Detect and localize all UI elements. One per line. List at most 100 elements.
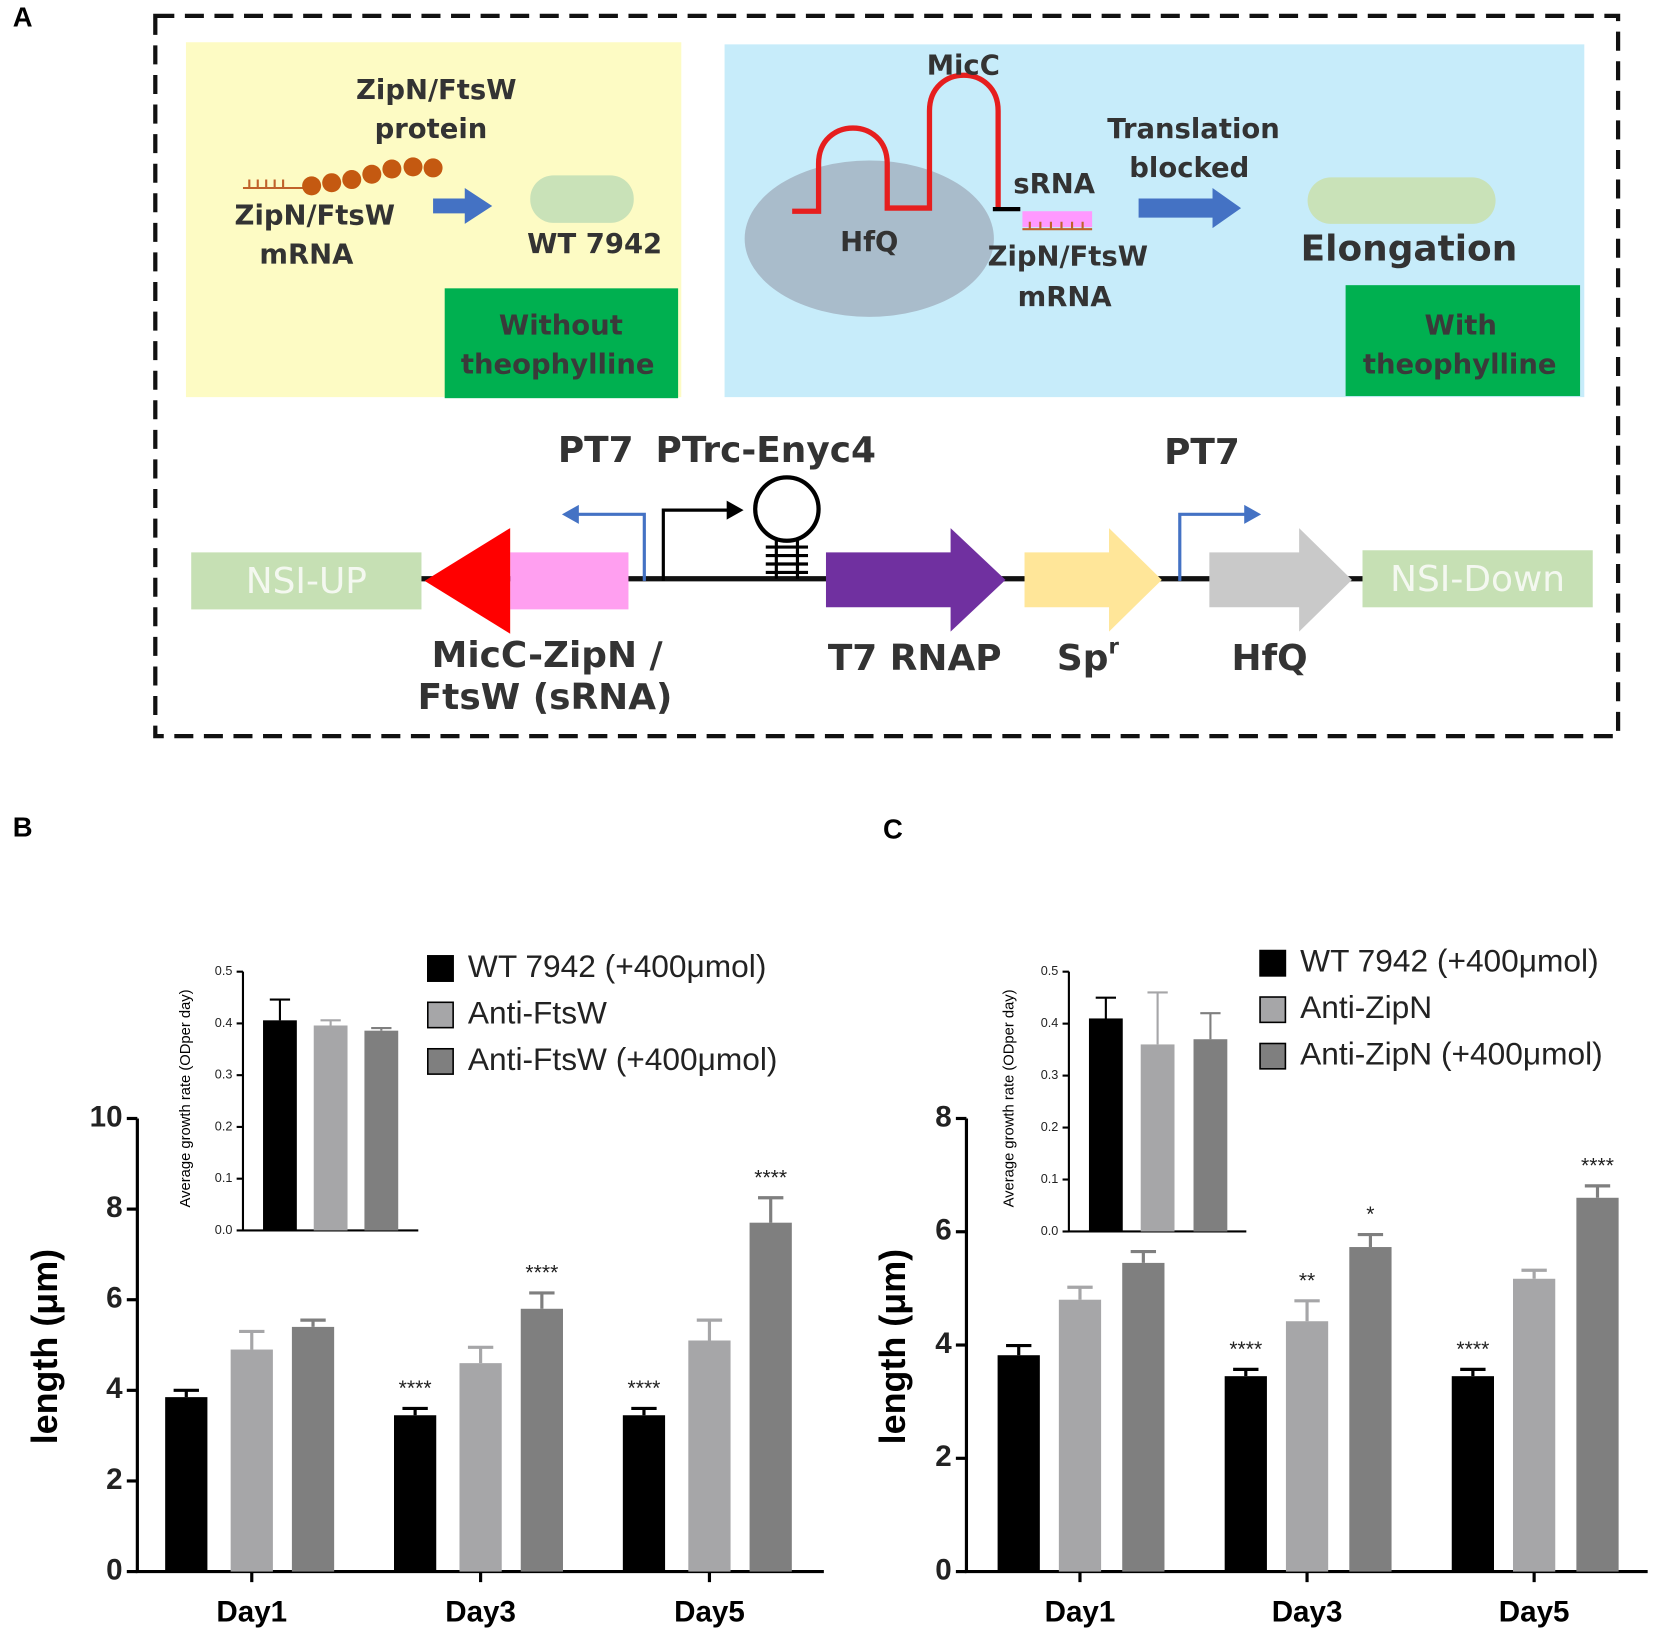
annotation: * xyxy=(1366,1203,1374,1226)
label: MicC xyxy=(927,51,1000,82)
bar xyxy=(291,1326,335,1572)
terminator xyxy=(753,475,821,543)
bar xyxy=(459,1363,502,1572)
gene xyxy=(510,552,629,610)
error-bar xyxy=(1521,1268,1547,1279)
bar xyxy=(165,1397,208,1572)
label: ZipN/FtsW xyxy=(988,242,1148,273)
mrna xyxy=(242,179,307,190)
bar xyxy=(1122,1262,1165,1572)
annotation: **** xyxy=(1229,1338,1262,1361)
label: NSI-UP xyxy=(246,561,367,602)
legend-label: WT 7942 (+400μmol) xyxy=(1300,943,1598,979)
bar xyxy=(1349,1247,1392,1572)
y-axis-label: Average growth rate (ODper day) xyxy=(178,989,194,1207)
error-bar xyxy=(1147,991,1168,1045)
bar xyxy=(1285,1321,1329,1572)
y-tick-label: 8 xyxy=(106,1191,122,1224)
label: MicC-ZipN / xyxy=(432,635,664,676)
bar xyxy=(622,1415,666,1572)
bar xyxy=(749,1222,792,1572)
bar xyxy=(520,1308,563,1572)
legend-label: Anti-ZipN (+400μmol) xyxy=(1300,1036,1603,1072)
error-bar xyxy=(371,1027,392,1031)
y-tick-label: 0.3 xyxy=(1041,1068,1059,1082)
arrow xyxy=(1138,187,1242,229)
bar xyxy=(364,1030,399,1231)
label: protein xyxy=(375,114,488,145)
legend-swatch xyxy=(427,1001,454,1029)
label: mRNA xyxy=(259,240,354,271)
promoter xyxy=(726,500,744,520)
y-tick-label: 0.4 xyxy=(215,1016,233,1030)
error-bar xyxy=(529,1291,555,1309)
gene xyxy=(1024,528,1162,632)
x-tick-label: Day3 xyxy=(1272,1596,1343,1629)
cell xyxy=(530,175,634,223)
x-tick-label: Day1 xyxy=(1045,1596,1116,1629)
annotation: **** xyxy=(1581,1154,1614,1177)
bar xyxy=(997,1355,1040,1572)
legend-label: Anti-FtsW xyxy=(468,994,607,1030)
legend-label: Anti-ZipN xyxy=(1300,989,1432,1025)
error-bar xyxy=(1460,1367,1486,1377)
y-tick-label: 0.1 xyxy=(215,1171,233,1185)
y-tick-label: 6 xyxy=(106,1282,122,1315)
bar xyxy=(263,1020,297,1231)
label: HfQ xyxy=(840,227,898,258)
gene xyxy=(1209,528,1352,632)
box xyxy=(444,288,679,399)
bar xyxy=(1088,1018,1123,1232)
error-bar xyxy=(758,1196,784,1223)
error-bar xyxy=(320,1019,341,1026)
bar xyxy=(1224,1376,1267,1572)
bar xyxy=(230,1349,273,1572)
legend-swatch xyxy=(1259,1042,1287,1070)
promoter xyxy=(570,512,646,581)
label: Translation xyxy=(1107,114,1280,145)
panel-label: A xyxy=(13,1,33,32)
legend-swatch xyxy=(1259,996,1287,1024)
promoter xyxy=(561,504,579,524)
annotation: **** xyxy=(754,1166,787,1189)
legend-swatch xyxy=(1259,949,1287,977)
bar xyxy=(1193,1039,1228,1232)
error-bar xyxy=(631,1406,657,1416)
y-tick-label: 8 xyxy=(935,1100,951,1133)
error-bar xyxy=(467,1345,494,1364)
y-tick-label: 2 xyxy=(935,1440,951,1473)
y-tick-label: 0.3 xyxy=(215,1068,233,1082)
legend-swatch xyxy=(427,1047,454,1075)
label: ZipN/FtsW xyxy=(235,201,395,232)
homology-arm xyxy=(1362,550,1593,608)
label: Spr xyxy=(1057,633,1120,679)
y-tick-label: 6 xyxy=(935,1214,951,1247)
annotation: **** xyxy=(628,1377,661,1400)
cell xyxy=(1307,177,1496,224)
promoter xyxy=(1244,504,1262,524)
error-bar xyxy=(1067,1285,1093,1300)
annotation: **** xyxy=(399,1377,432,1400)
label: PT7 xyxy=(558,430,634,471)
error-bar xyxy=(239,1329,265,1350)
error-bar xyxy=(1200,1012,1221,1040)
bar xyxy=(1513,1278,1556,1572)
error-bar xyxy=(173,1388,199,1398)
panel-label: B xyxy=(13,811,33,842)
error-bar xyxy=(1130,1249,1157,1263)
arrow xyxy=(433,187,493,224)
y-axis-label: length (μm) xyxy=(25,1249,65,1444)
annotation: **** xyxy=(1456,1338,1489,1361)
label: theophylline xyxy=(461,349,655,380)
bar xyxy=(1140,1044,1175,1232)
label: WT 7942 xyxy=(527,229,662,260)
bar xyxy=(1058,1299,1102,1572)
error-bar xyxy=(1095,996,1116,1019)
error-bar xyxy=(269,998,291,1021)
y-tick-label: 0 xyxy=(935,1553,951,1586)
label: PT7 xyxy=(1164,432,1240,473)
label: T7 RNAP xyxy=(828,638,1002,679)
error-bar xyxy=(1233,1367,1259,1377)
